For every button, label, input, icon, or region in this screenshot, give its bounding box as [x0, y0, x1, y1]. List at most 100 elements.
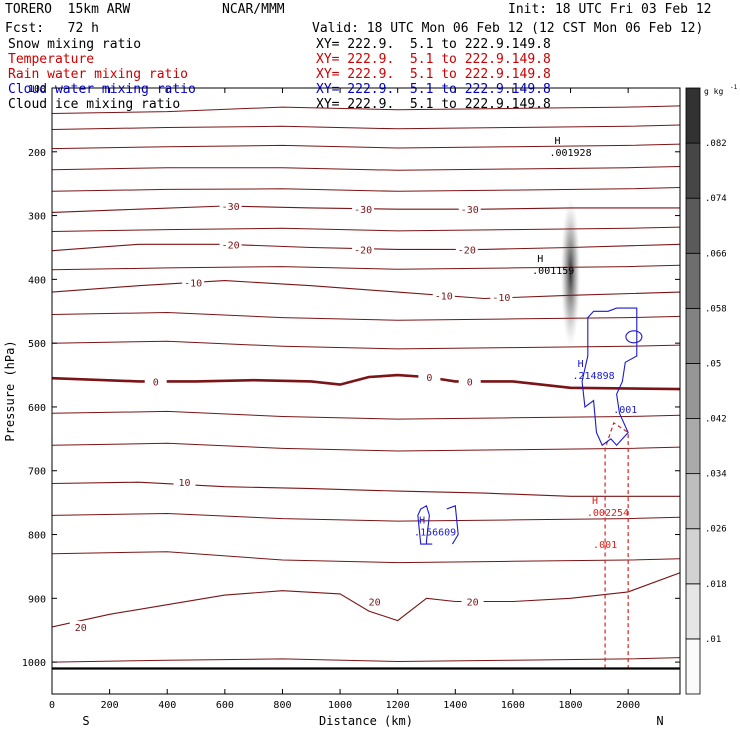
- temperature-isotherm: [52, 124, 680, 130]
- colorbar-segment: [685, 142, 701, 199]
- colorbar-segment: [685, 307, 701, 364]
- contour-label-bg: [458, 375, 481, 388]
- direction-north: N: [656, 714, 663, 728]
- colorbar-tick-label: .082: [705, 139, 727, 149]
- temperature-isotherm: [52, 226, 680, 232]
- maximum-value-label: .001: [593, 540, 617, 551]
- y-tick-label: 300: [28, 212, 46, 223]
- temperature-contour-label: 10: [178, 478, 190, 489]
- maximum-marker: H: [419, 515, 425, 526]
- contour-label-bg: [69, 621, 92, 634]
- field-xy-rain: XY= 222.9. 5.1 to 222.9.149.8: [316, 67, 551, 82]
- cloud-water-contour: [417, 505, 433, 545]
- temperature-isotherm: [52, 340, 680, 350]
- field-name-rain: Rain water mixing ratio: [8, 67, 189, 82]
- colorbar-unit: g kg: [704, 87, 723, 96]
- field-xy-cloud-water: XY= 222.9. 5.1 to 222.9.149.8: [316, 82, 551, 97]
- contour-label-bg: [219, 238, 242, 251]
- colorbar-tick-label: .066: [705, 249, 727, 259]
- y-tick-label: 200: [28, 148, 46, 159]
- maximum-value-label: .001928: [549, 148, 591, 159]
- temperature-contour-label: -20: [222, 240, 240, 251]
- contour-label-bg: [490, 291, 513, 304]
- temperature-contour-label: -20: [354, 245, 372, 256]
- maximum-marker: H: [537, 254, 543, 265]
- maximum-value-label: .001159: [532, 266, 574, 277]
- temperature-isotherm: [52, 187, 680, 192]
- temperature-contour-label: 0: [153, 377, 159, 388]
- colorbar-tick-label: .042: [705, 415, 727, 425]
- contour-label-bg: [173, 476, 196, 489]
- temperature-isotherm: [52, 551, 680, 564]
- snow-shading: [560, 197, 581, 348]
- colorbar-segment: [685, 87, 701, 144]
- y-tick-label: 1000: [22, 658, 46, 669]
- x-tick-label: 2000: [616, 700, 640, 711]
- colorbar-tick-label: .074: [705, 194, 727, 204]
- temperature-contour: [52, 280, 680, 300]
- colorbar-segment: [685, 363, 701, 419]
- temperature-contour-label: 20: [467, 598, 479, 609]
- maximum-marker: H: [578, 359, 584, 370]
- contour-label-bg: [182, 276, 205, 289]
- maximum-marker: H: [555, 136, 561, 147]
- field-xy-temperature: XY= 222.9. 5.1 to 222.9.149.8: [316, 52, 551, 67]
- y-tick-label: 900: [28, 594, 46, 605]
- direction-south: S: [82, 714, 89, 728]
- temperature-isotherm: [52, 512, 680, 522]
- colorbar-segment: [685, 473, 701, 530]
- x-tick-label: 1800: [558, 700, 582, 711]
- valid-time: Valid: 18 UTC Mon 06 Feb 12 (12 CST Mon …: [312, 21, 704, 36]
- model-title: TORERO 15km ARW: [5, 2, 131, 17]
- contour-label-bg: [458, 203, 481, 216]
- forecast-hour: Fcst: 72 h: [5, 21, 99, 36]
- x-tick-label: 1600: [501, 700, 525, 711]
- temperature-contour: [52, 373, 680, 391]
- colorbar-tick-label: .018: [705, 580, 727, 590]
- temperature-contour-label: 20: [369, 598, 381, 609]
- maximum-marker: H: [592, 496, 598, 507]
- cloud-water-contour: [581, 307, 638, 447]
- plot-frame: [51, 87, 681, 695]
- contour-label-bg: [144, 375, 167, 388]
- colorbar-segment: [685, 583, 701, 640]
- cloud-water-contour: [446, 505, 459, 545]
- temperature-isotherm: [52, 657, 680, 663]
- colorbar-segment: [685, 638, 701, 695]
- colorbar-tick-label: .026: [705, 525, 727, 535]
- colorbar: .01 .018 .026 .034 .042 .05 .058 .066 .074 .082 g …: [685, 84, 738, 695]
- y-tick-label: 100: [28, 84, 46, 95]
- x-tick-label: 1200: [386, 700, 410, 711]
- temperature-isotherm: [52, 143, 680, 150]
- field-name-snow: Snow mixing ratio: [8, 37, 142, 52]
- colorbar-unit-exponent: -1: [730, 84, 738, 91]
- temperature-contour-label: -10: [435, 291, 453, 302]
- temperature-isotherm: [52, 264, 680, 271]
- colorbar-tick-label: .058: [705, 304, 727, 314]
- contour-label-bg: [455, 243, 478, 256]
- contour-label-bg: [219, 200, 242, 213]
- temperature-contour-label: 20: [75, 623, 87, 634]
- temperature-isotherm: [52, 166, 680, 171]
- contour-label-bg: [363, 595, 386, 608]
- temperature-isotherm: [52, 442, 680, 452]
- y-tick-label: 400: [28, 275, 46, 286]
- maximum-value-label: .214898: [572, 371, 614, 382]
- field-xy-snow: XY= 222.9. 5.1 to 222.9.149.8: [316, 37, 551, 52]
- temperature-isotherm: [52, 410, 680, 420]
- temperature-contour: [52, 481, 680, 497]
- field-name-cloud-ice: Cloud ice mixing ratio: [8, 97, 181, 112]
- x-tick-label: 600: [216, 700, 234, 711]
- colorbar-tick-label: .05: [705, 359, 721, 369]
- temperature-contour-label: -30: [354, 205, 372, 216]
- temperature-isotherm: [52, 311, 680, 321]
- temperature-contour-label: 0: [467, 377, 473, 388]
- contour-label-bg: [352, 243, 375, 256]
- maximum-value-label: .001: [613, 405, 637, 416]
- temperature-contour-label: -20: [458, 245, 476, 256]
- x-tick-label: 0: [49, 700, 55, 711]
- y-tick-label: 800: [28, 531, 46, 542]
- temperature-contour-label: 0: [426, 373, 432, 384]
- y-tick-label: 500: [28, 339, 46, 350]
